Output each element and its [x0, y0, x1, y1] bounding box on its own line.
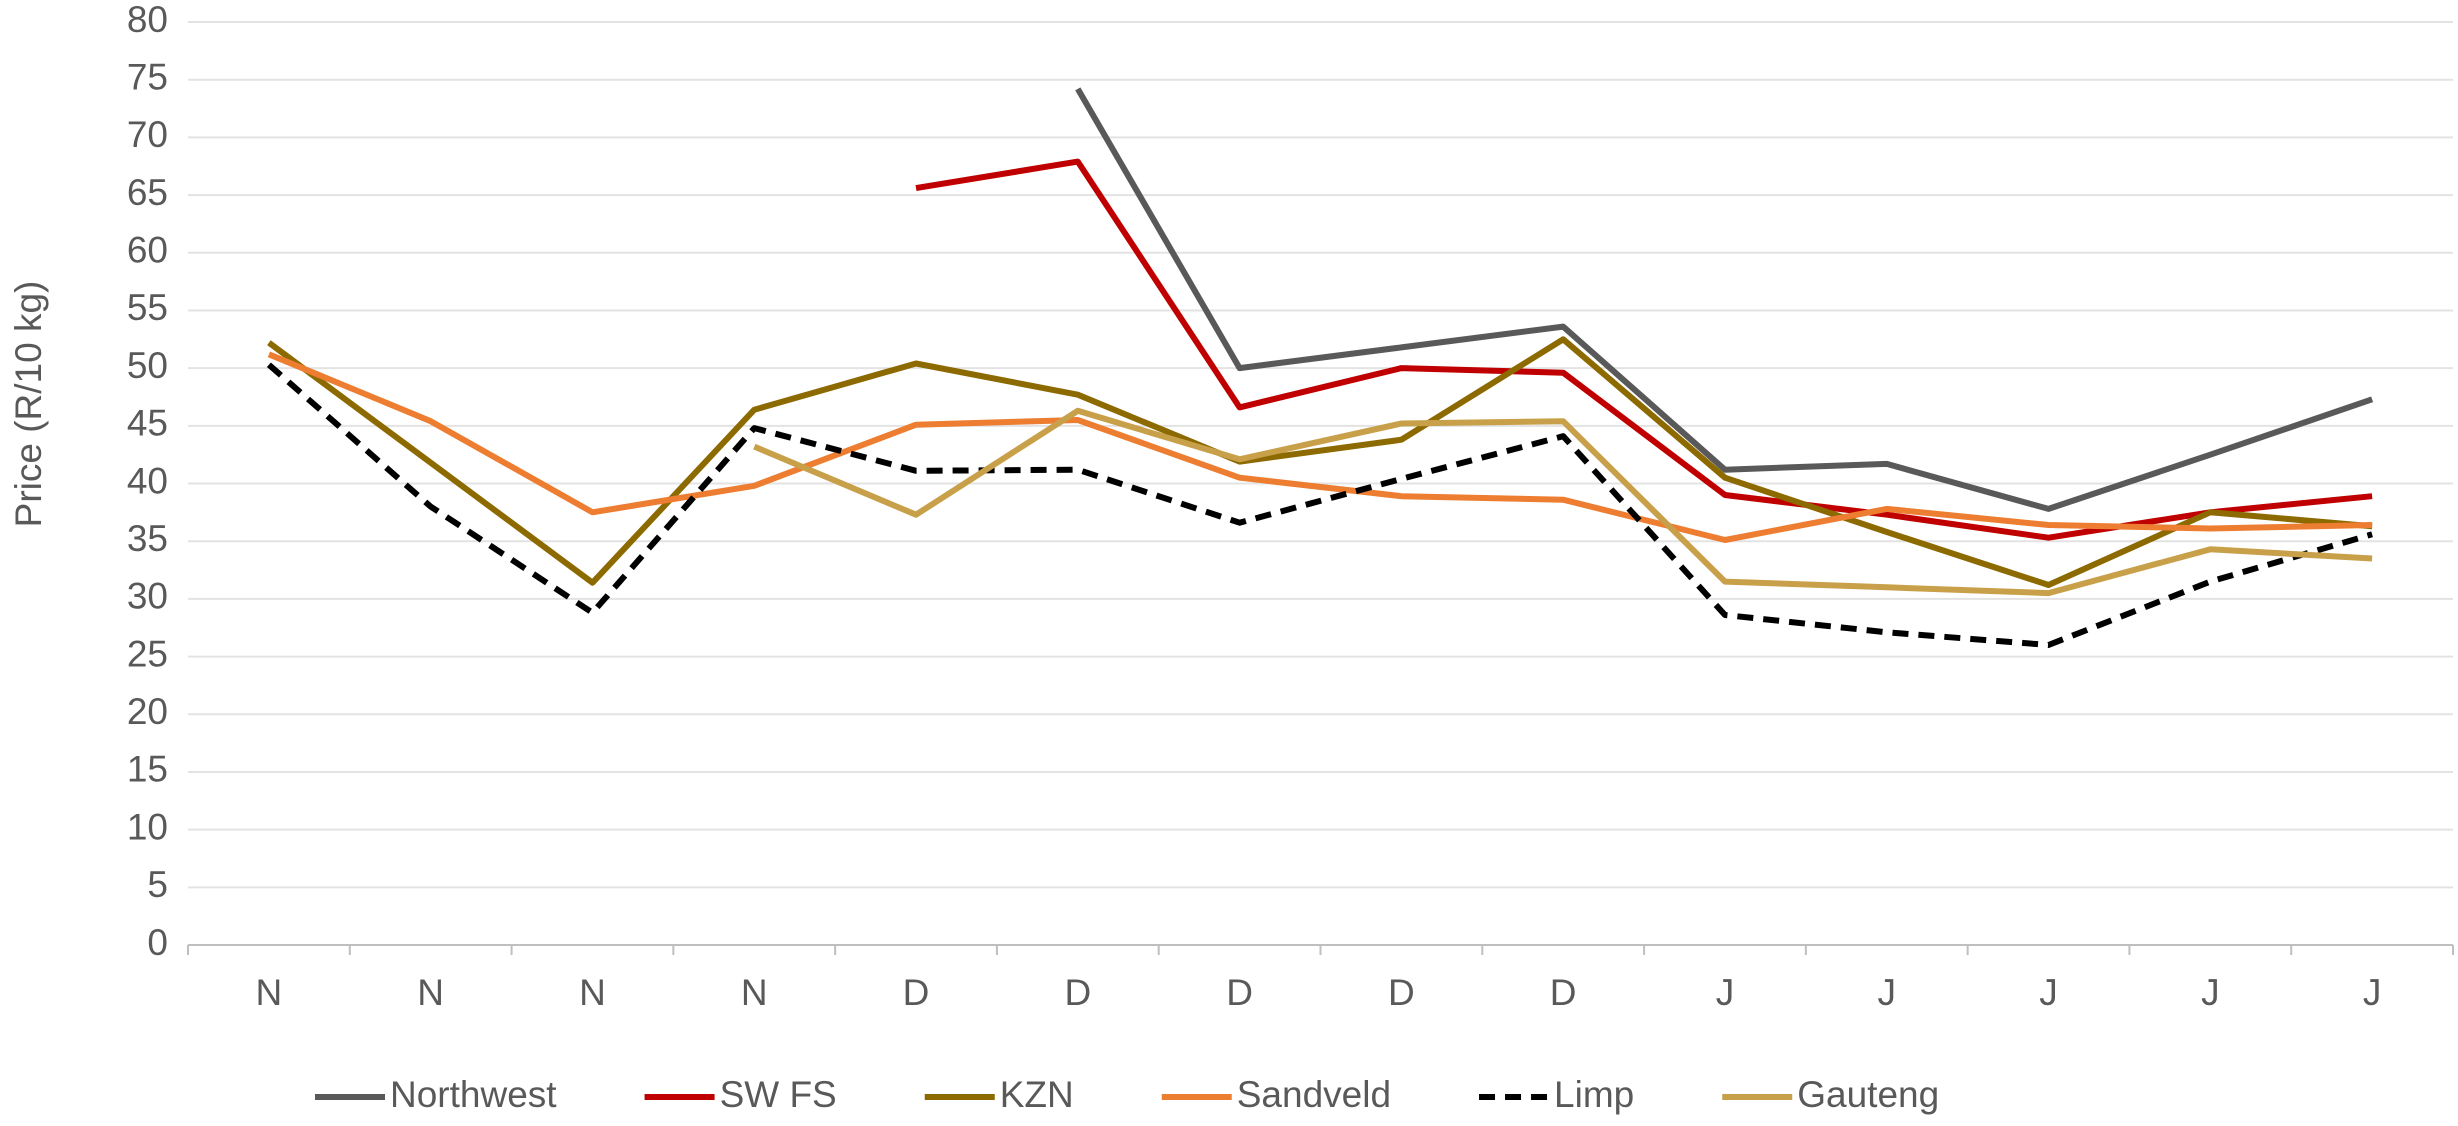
legend-label: Sandveld	[1237, 1074, 1391, 1115]
x-tick-label: D	[1550, 972, 1577, 1013]
x-tick-label: D	[1226, 972, 1253, 1013]
y-tick-label: 70	[127, 114, 168, 155]
x-tick-label: N	[579, 972, 606, 1013]
x-tick-label: N	[256, 972, 283, 1013]
series-line	[753, 407, 2373, 597]
y-tick-label: 30	[127, 576, 168, 617]
series-line	[915, 158, 2373, 541]
y-tick-label: 65	[127, 172, 168, 213]
y-tick-label: 55	[127, 287, 168, 328]
x-tick-label: J	[1716, 972, 1735, 1013]
y-tick-label: 50	[127, 345, 168, 386]
y-tick-label: 60	[127, 230, 168, 271]
y-tick-label: 35	[127, 518, 168, 559]
y-tick-label: 40	[127, 460, 168, 501]
legend-label: KZN	[1000, 1074, 1074, 1115]
legend-label: Gauteng	[1797, 1074, 1939, 1115]
x-tick-label: D	[1064, 972, 1091, 1013]
x-tick-label: N	[741, 972, 768, 1013]
series-line	[1075, 87, 2374, 512]
y-tick-label: 45	[127, 403, 168, 444]
legend-label: SW FS	[720, 1074, 837, 1115]
y-tick-label: 20	[127, 691, 168, 732]
y-axis-label: Price (R/10 kg)	[8, 281, 49, 528]
x-tick-label: N	[417, 972, 444, 1013]
series-line	[266, 362, 2373, 648]
y-tick-label: 0	[147, 922, 168, 963]
x-tick-label: J	[2039, 972, 2058, 1013]
series-line	[267, 351, 2373, 543]
y-tick-label: 10	[127, 806, 168, 847]
x-tick-label: J	[2201, 972, 2220, 1013]
legend-label: Northwest	[390, 1074, 557, 1115]
series-line	[267, 336, 2373, 588]
x-tick-label: D	[903, 972, 930, 1013]
x-tick-label: D	[1388, 972, 1415, 1013]
y-tick-label: 80	[127, 0, 168, 40]
y-tick-label: 15	[127, 749, 168, 790]
y-tick-label: 25	[127, 633, 168, 674]
legend-label: Limp	[1554, 1074, 1634, 1115]
x-tick-label: J	[2363, 972, 2382, 1013]
y-tick-label: 5	[147, 864, 168, 905]
y-tick-label: 75	[127, 56, 168, 97]
x-tick-label: J	[1878, 972, 1897, 1013]
